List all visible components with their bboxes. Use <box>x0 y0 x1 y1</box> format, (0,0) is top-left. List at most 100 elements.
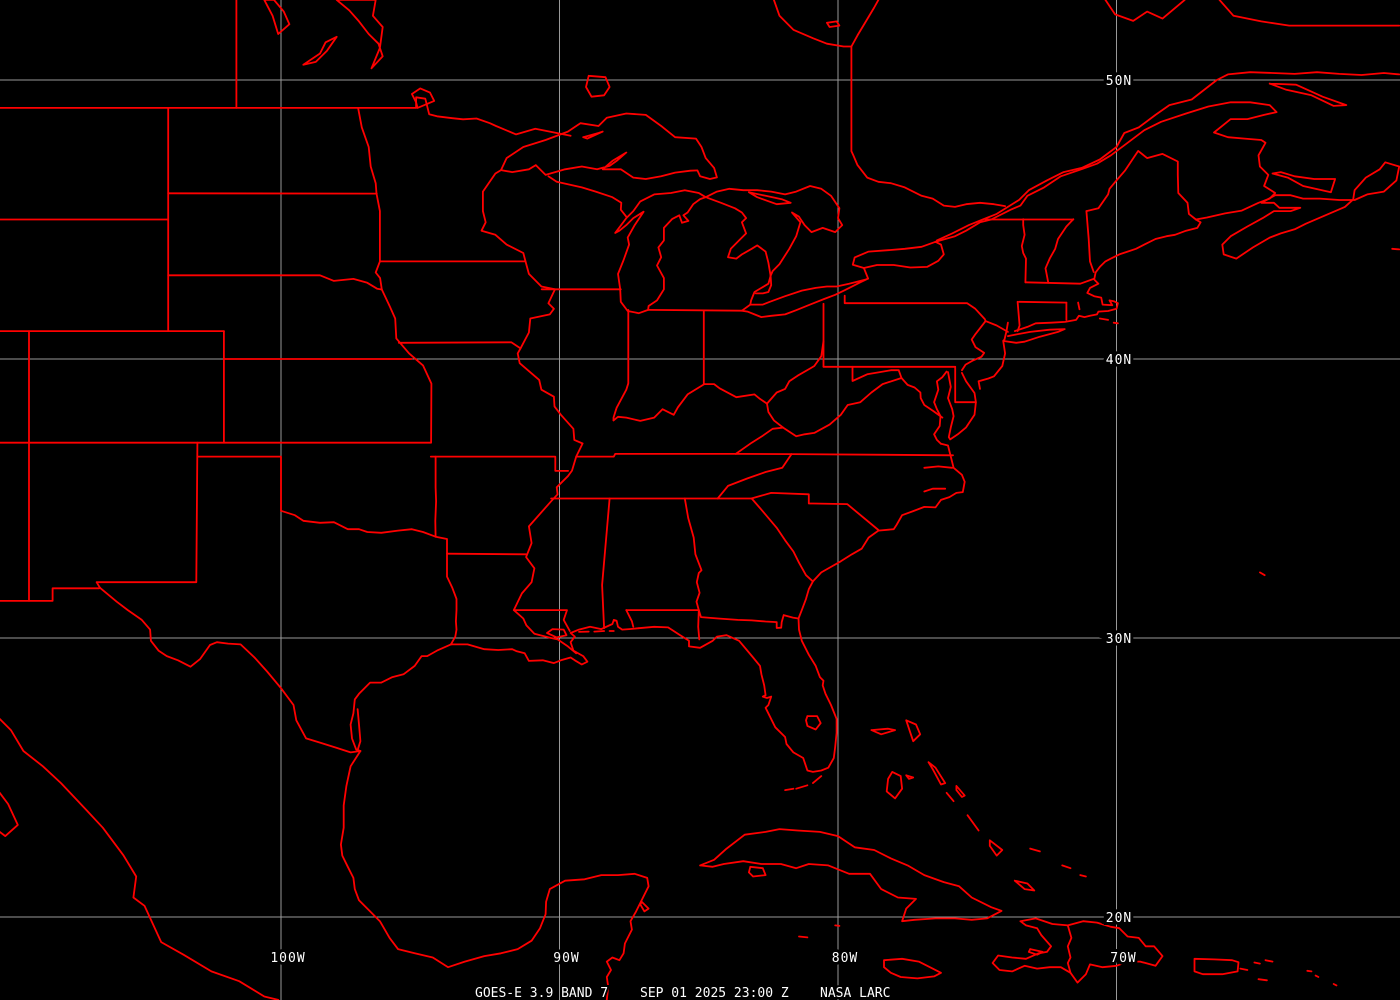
bahamas <box>1079 874 1087 878</box>
lake-superior <box>500 112 718 180</box>
carolina-sounds <box>923 465 954 469</box>
kentucky-westvirginia-border <box>766 402 784 429</box>
newyork-vermont-border-champlain <box>1020 218 1027 284</box>
maine-quebec-newbrunswick-border <box>1085 149 1197 221</box>
jamaica <box>883 957 942 980</box>
caption: GOES-E 3.9 BAND 7 SEP 01 2025 23:00 Z NA… <box>473 984 892 1000</box>
connecticut-newyork-border <box>1016 300 1021 333</box>
rio-grande <box>99 586 362 754</box>
georgia-florida-border <box>697 609 800 629</box>
red-river-texas-oklahoma <box>280 509 437 538</box>
newhampshire-maine-border <box>1085 210 1095 273</box>
lake-huron-georgian-bay <box>704 185 844 277</box>
bahamas <box>905 719 922 743</box>
baja-california-tip <box>0 791 19 837</box>
virgin-islands-lesser-antilles <box>1314 974 1320 978</box>
latitude-label-40N: 40N <box>1106 353 1132 368</box>
lake-huron-west-shore <box>706 196 772 277</box>
sable-island <box>1391 247 1400 251</box>
anticosti-island <box>1268 82 1348 107</box>
new-england-coast <box>1013 218 1202 333</box>
ottawa-river-ontario-quebec-border <box>850 45 1006 208</box>
lake-okeechobee <box>805 715 822 731</box>
georgia-southcarolina-border <box>750 497 814 583</box>
latitude-label-30N: 30N <box>1106 632 1132 647</box>
haiti-dominican-border <box>1066 924 1073 974</box>
texas-coast <box>349 643 452 752</box>
virgin-islands-lesser-antilles <box>1264 959 1274 963</box>
alabama-florida-border-31n <box>625 609 635 628</box>
arkansas-louisiana-border-33n <box>446 552 527 556</box>
long-island <box>1003 328 1066 344</box>
lake-winnipegosis <box>263 0 291 35</box>
virgin-islands-lesser-antilles <box>1306 969 1313 973</box>
oklahoma-arkansas-border <box>434 455 438 538</box>
illinois-indiana-border-wabash <box>612 308 630 422</box>
bahamas <box>966 814 980 832</box>
bahamas <box>885 771 903 800</box>
missouri-arkansas-border <box>429 455 569 472</box>
bahamas <box>945 791 955 803</box>
bahamas <box>988 839 1004 857</box>
isle-royale <box>582 130 604 140</box>
lake-erie <box>741 277 869 319</box>
virgin-islands-lesser-antilles <box>1253 961 1261 965</box>
quebec-labrador-border <box>1218 0 1400 27</box>
delaware-river <box>961 320 987 372</box>
caption-timestamp: SEP 01 2025 23:00 Z <box>640 986 789 1000</box>
niagara-river <box>863 267 869 280</box>
potomac-maryland-border <box>851 365 944 419</box>
florida-coast <box>638 617 838 773</box>
minnesota-ontario-boundary-waters <box>415 96 572 137</box>
louisiana-coast-delta <box>449 619 640 666</box>
bermuda <box>1259 571 1266 577</box>
hispaniola <box>991 917 1164 984</box>
new-england-coast <box>1098 317 1109 321</box>
prince-edward-island <box>1271 171 1336 194</box>
chesapeake-bay-west <box>933 370 948 445</box>
lake-michigan <box>614 189 707 315</box>
kentucky-virginia-border <box>734 426 784 455</box>
massachusetts-south-border <box>1077 301 1081 311</box>
new-mexico-texas-border <box>95 441 199 589</box>
southeast-atlantic-coast <box>797 442 966 620</box>
iowa-missouri-border <box>397 341 522 350</box>
longitude-label-70W: 70W <box>1110 951 1136 966</box>
new-jersey-coast-hudson <box>977 321 1009 390</box>
florida-keys <box>784 787 795 791</box>
isle-of-youth <box>748 865 767 878</box>
lake-manitoba <box>302 35 338 66</box>
manitoulin-island <box>748 191 792 206</box>
mexico-pacific-coast <box>0 718 280 1000</box>
gonave-island <box>1027 948 1044 956</box>
caption-credit: NASA LARC <box>820 986 890 1000</box>
cayman-islands <box>834 924 841 927</box>
maryland-delaware-border <box>954 365 977 404</box>
upper-mississippi-river <box>480 169 584 655</box>
lake-ontario <box>851 240 945 269</box>
padre-island <box>356 708 362 752</box>
latitude-label-50N: 50N <box>1106 74 1132 89</box>
michigan-indiana-ohio-border <box>647 308 743 312</box>
virgin-islands-lesser-antilles <box>1332 983 1338 987</box>
mexico-gulf-coast-yucatan <box>339 750 650 1000</box>
puerto-rico <box>1193 957 1240 976</box>
lake-nipigon <box>585 74 611 98</box>
bahamas <box>905 774 915 780</box>
caption-instrument: GOES-E 3.9 BAND 7 <box>475 986 608 1000</box>
louisiana-mississippi-border-31n <box>512 609 571 632</box>
virginia-westvirginia-border <box>782 377 903 438</box>
james-bay <box>773 0 880 48</box>
carolina-sounds <box>923 487 947 493</box>
grid-label-layer: 50N 40N 30N 20N 100W 90W 80W 70W <box>267 71 1138 969</box>
bahamas <box>1029 847 1041 853</box>
virgin-islands-lesser-antilles <box>1257 978 1268 982</box>
massachusetts-south-border <box>1018 300 1068 304</box>
dakota-nebraska-missouri-river <box>167 274 433 444</box>
delmarva-peninsula <box>947 371 977 441</box>
gulf-islands <box>593 630 605 633</box>
cayman-islands <box>798 935 809 939</box>
